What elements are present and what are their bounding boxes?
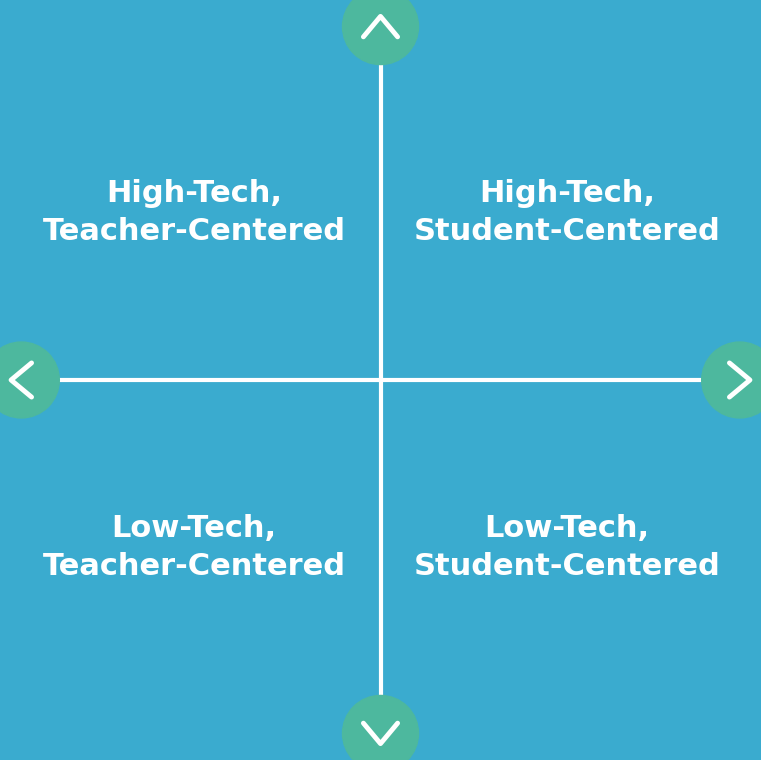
Circle shape [0, 342, 59, 418]
Text: Low-Tech,
Teacher-Centered: Low-Tech, Teacher-Centered [43, 514, 345, 581]
Circle shape [702, 342, 761, 418]
Text: Low-Tech,
Student-Centered: Low-Tech, Student-Centered [413, 514, 721, 581]
Text: High-Tech,
Student-Centered: High-Tech, Student-Centered [413, 179, 721, 246]
Circle shape [342, 0, 419, 65]
Circle shape [342, 695, 419, 760]
Text: High-Tech,
Teacher-Centered: High-Tech, Teacher-Centered [43, 179, 345, 246]
